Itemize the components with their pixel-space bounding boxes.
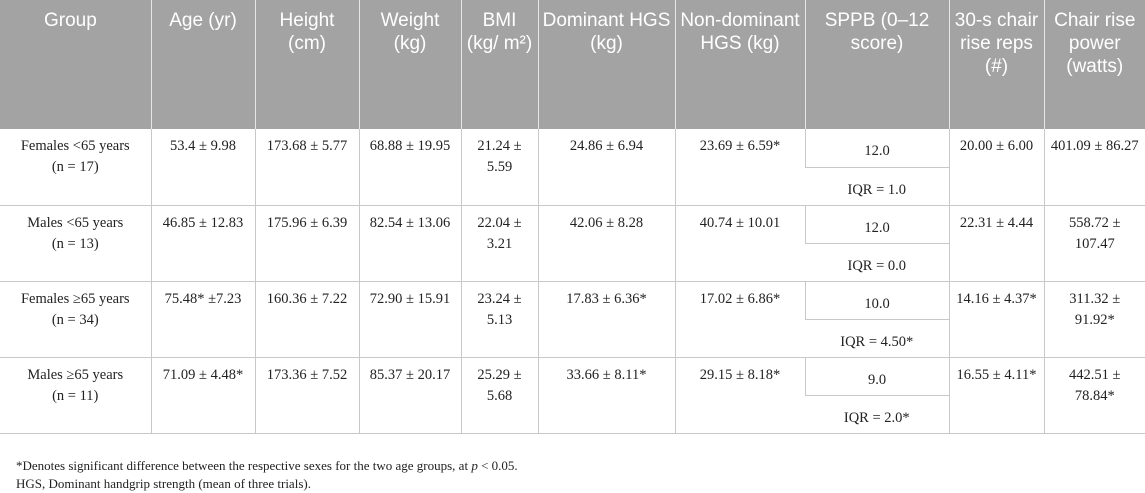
- chair-power-cell: 558.72 ± 107.47: [1043, 205, 1145, 282]
- dominant-hgs-cell: 42.06 ± 8.28: [537, 205, 675, 282]
- nondominant-hgs-cell: 40.74 ± 10.01: [674, 205, 805, 282]
- chair-reps-cell: 20.00 ± 6.00: [948, 129, 1044, 206]
- sppb-iqr-cell: IQR = 4.50*: [805, 319, 949, 358]
- height-cell: 173.68 ± 5.77: [254, 129, 359, 206]
- col-header-group: Group: [0, 0, 151, 129]
- weight-cell: 85.37 ± 20.17: [358, 357, 461, 434]
- sppb-iqr-cell: IQR = 1.0: [805, 167, 949, 206]
- group-cell: Males <65 years (n = 13): [0, 205, 151, 282]
- col-header-chair-power: Chair rise power (watts): [1043, 0, 1145, 129]
- group-cell: Males ≥65 years (n = 11): [0, 357, 151, 434]
- table-row: Females ≥65 years (n = 34) 75.48* ±7.23 …: [0, 281, 1145, 358]
- sppb-cell: 10.0: [804, 281, 949, 320]
- chair-reps-cell: 16.55 ± 4.11*: [948, 357, 1044, 434]
- age-cell: 46.85 ± 12.83: [150, 205, 255, 282]
- col-header-age: Age (yr): [150, 0, 255, 129]
- table-row-iqr: IQR = 4.50*: [0, 319, 1145, 358]
- height-cell: 175.96 ± 6.39: [254, 205, 359, 282]
- group-label: Females <65 years: [20, 138, 130, 154]
- sppb-cell: 12.0: [804, 205, 949, 244]
- dominant-hgs-cell: 24.86 ± 6.94: [537, 129, 675, 206]
- dominant-hgs-cell: 17.83 ± 6.36*: [537, 281, 675, 358]
- nondominant-hgs-cell: 29.15 ± 8.18*: [674, 357, 805, 434]
- age-cell: 75.48* ±7.23: [150, 281, 255, 358]
- table-footnotes: *Denotes significant difference between …: [16, 457, 518, 493]
- col-header-chair-reps: 30-s chair rise reps (#): [948, 0, 1044, 129]
- col-header-bmi: BMI (kg/ m²): [460, 0, 538, 129]
- group-n: (n = 34): [51, 311, 99, 328]
- height-cell: 160.36 ± 7.22: [254, 281, 359, 358]
- weight-cell: 82.54 ± 13.06: [358, 205, 461, 282]
- chair-reps-cell: 14.16 ± 4.37*: [948, 281, 1044, 358]
- age-cell: 53.4 ± 9.98: [150, 129, 255, 206]
- footnote-significance: *Denotes significant difference between …: [16, 458, 518, 473]
- chair-power-cell: 442.51 ± 78.84*: [1043, 357, 1145, 434]
- sppb-cell: 9.0: [804, 357, 949, 396]
- group-label: Males ≥65 years: [27, 366, 124, 383]
- table-row: Males ≥65 years (n = 11) 71.09 ± 4.48* 1…: [0, 357, 1145, 434]
- weight-cell: 68.88 ± 19.95: [358, 129, 461, 206]
- bmi-cell: 22.04 ± 3.21: [460, 205, 538, 282]
- data-table: Group Age (yr) Height (cm) Weight (kg) B…: [0, 0, 1145, 434]
- group-cell: Females ≥65 years (n = 34): [0, 281, 151, 358]
- col-header-weight: Weight (kg): [358, 0, 461, 129]
- col-header-dominant-hgs: Dominant HGS (kg): [537, 0, 675, 129]
- table-row-iqr: IQR = 1.0: [0, 167, 1145, 206]
- age-cell: 71.09 ± 4.48*: [150, 357, 255, 434]
- group-n: (n = 11): [52, 387, 99, 404]
- group-label: Females ≥65 years: [20, 290, 130, 307]
- bmi-cell: 21.24 ± 5.59: [460, 129, 538, 206]
- table-row: Females <65 years (n = 17) 53.4 ± 9.98 1…: [0, 129, 1145, 206]
- weight-cell: 72.90 ± 15.91: [358, 281, 461, 358]
- height-cell: 173.36 ± 7.52: [254, 357, 359, 434]
- nondominant-hgs-cell: 23.69 ± 6.59*: [674, 129, 805, 206]
- sppb-iqr-cell: IQR = 0.0: [805, 243, 949, 282]
- group-cell: Females <65 years (n = 17): [0, 129, 151, 206]
- chair-power-cell: 311.32 ± 91.92*: [1043, 281, 1145, 358]
- sppb-iqr-cell: IQR = 2.0*: [805, 395, 949, 434]
- dominant-hgs-cell: 33.66 ± 8.11*: [537, 357, 675, 434]
- bmi-cell: 25.29 ± 5.68: [460, 357, 538, 434]
- group-n: (n = 13): [51, 235, 99, 252]
- chair-reps-cell: 22.31 ± 4.44: [948, 205, 1044, 282]
- footnote-hgs: HGS, Dominant handgrip strength (mean of…: [16, 476, 311, 491]
- bmi-cell: 23.24 ± 5.13: [460, 281, 538, 358]
- table-row-iqr: IQR = 0.0: [0, 243, 1145, 282]
- sppb-cell: 12.0: [804, 129, 949, 168]
- nondominant-hgs-cell: 17.02 ± 6.86*: [674, 281, 805, 358]
- col-header-height: Height (cm): [254, 0, 359, 129]
- col-header-sppb: SPPB (0–12 score): [804, 0, 949, 129]
- table-row-iqr: IQR = 2.0*: [0, 395, 1145, 434]
- col-header-nondominant-hgs: Non-dominant HGS (kg): [674, 0, 805, 129]
- header-row: Group Age (yr) Height (cm) Weight (kg) B…: [0, 0, 1145, 129]
- table-row: Males <65 years (n = 13) 46.85 ± 12.83 1…: [0, 205, 1145, 282]
- group-label: Males <65 years: [27, 214, 124, 231]
- group-n: (n = 17): [51, 159, 99, 175]
- chair-power-cell: 401.09 ± 86.27: [1043, 129, 1145, 206]
